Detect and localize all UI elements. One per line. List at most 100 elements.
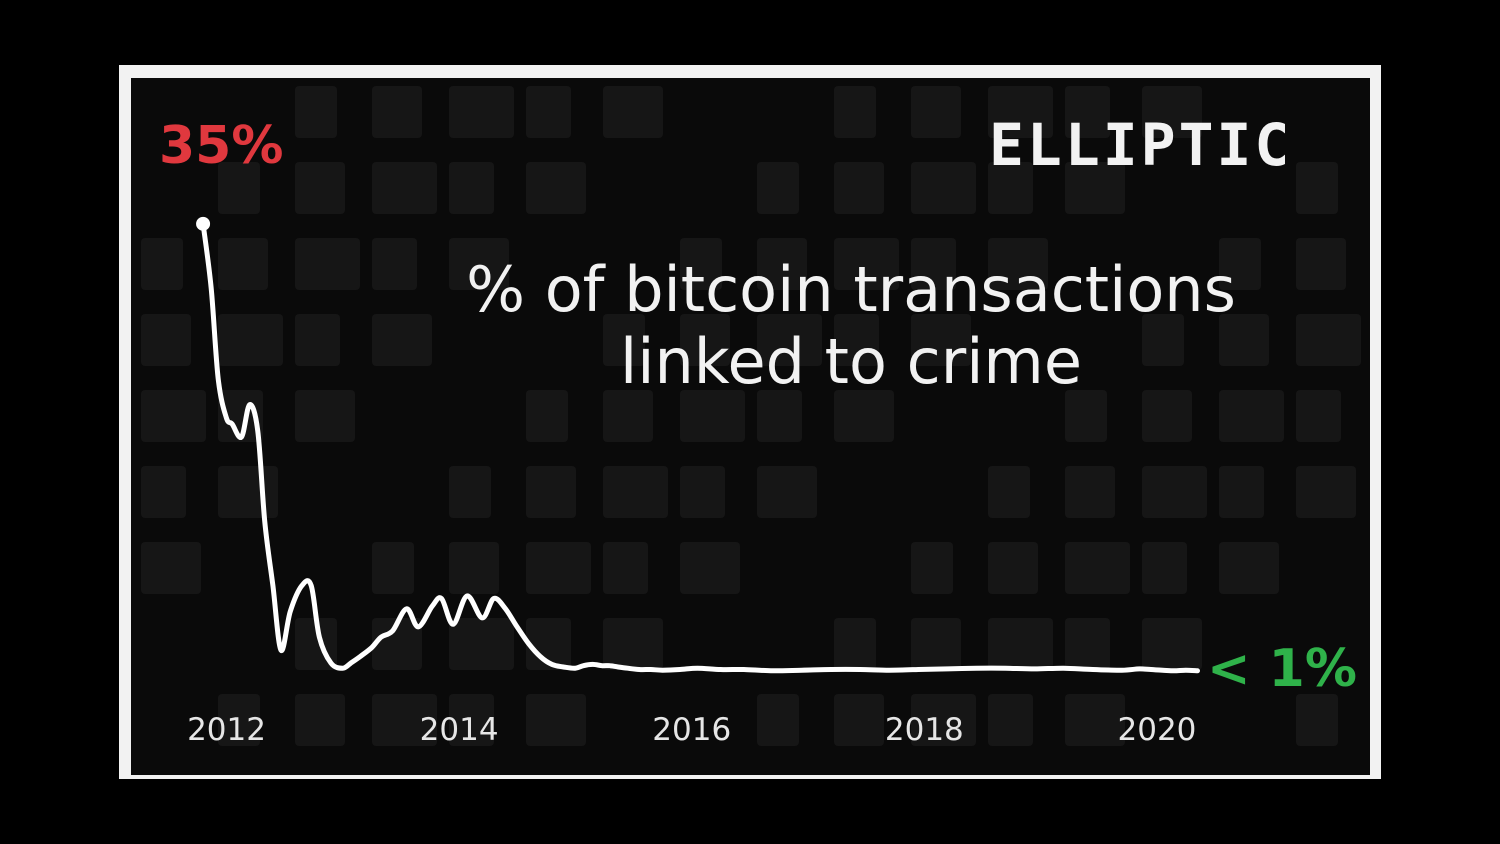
texture-block bbox=[603, 86, 663, 138]
texture-block bbox=[1142, 390, 1192, 442]
texture-block bbox=[1142, 466, 1207, 518]
texture-block bbox=[449, 238, 509, 290]
texture-block bbox=[834, 314, 879, 366]
texture-block bbox=[218, 466, 278, 518]
texture-block bbox=[372, 238, 417, 290]
texture-block bbox=[834, 390, 894, 442]
texture-block bbox=[1142, 314, 1184, 366]
texture-block bbox=[1296, 314, 1361, 366]
texture-block bbox=[295, 390, 355, 442]
series-line bbox=[200, 221, 1200, 674]
texture-block bbox=[295, 694, 345, 746]
texture-block bbox=[757, 238, 807, 290]
texture-block bbox=[449, 86, 514, 138]
texture-block bbox=[834, 238, 899, 290]
texture-block bbox=[1065, 618, 1110, 670]
texture-block bbox=[911, 162, 976, 214]
texture-block bbox=[526, 466, 576, 518]
texture-block bbox=[757, 694, 799, 746]
texture-block bbox=[1065, 466, 1115, 518]
texture-block bbox=[141, 542, 201, 594]
texture-block bbox=[526, 162, 586, 214]
texture-block bbox=[526, 694, 586, 746]
texture-block bbox=[1296, 390, 1341, 442]
texture-block bbox=[1296, 238, 1346, 290]
texture-block bbox=[1219, 390, 1284, 442]
texture-block bbox=[911, 314, 971, 366]
x-tick-label: 2012 bbox=[187, 712, 266, 748]
texture-block bbox=[911, 618, 961, 670]
texture-block bbox=[526, 542, 591, 594]
start-point-marker bbox=[196, 216, 211, 231]
texture-block bbox=[834, 618, 876, 670]
texture-block bbox=[295, 162, 345, 214]
texture-block bbox=[911, 86, 961, 138]
texture-block bbox=[372, 86, 422, 138]
texture-block bbox=[603, 542, 648, 594]
texture-block bbox=[1065, 694, 1125, 746]
texture-block bbox=[449, 162, 494, 214]
crime-share-line-chart: ELLIPTIC % of bitcoin transactions linke… bbox=[141, 86, 1361, 748]
texture-block bbox=[680, 238, 722, 290]
texture-block bbox=[372, 314, 432, 366]
texture-block bbox=[449, 618, 514, 670]
texture-block bbox=[141, 466, 186, 518]
chart-title-line-1: % of bitcoin transactions bbox=[466, 253, 1236, 326]
texture-block bbox=[1296, 466, 1356, 518]
texture-block bbox=[757, 466, 817, 518]
chart-title-line-2: linked to crime bbox=[620, 325, 1082, 398]
texture-block bbox=[988, 238, 1048, 290]
texture-block bbox=[1142, 618, 1202, 670]
texture-block bbox=[141, 314, 191, 366]
texture-block bbox=[1065, 162, 1125, 214]
texture-block bbox=[911, 694, 976, 746]
texture-block bbox=[141, 238, 183, 290]
texture-block bbox=[988, 542, 1038, 594]
texture-block bbox=[1065, 542, 1130, 594]
texture-block bbox=[988, 162, 1033, 214]
texture-block bbox=[911, 542, 953, 594]
texture-block bbox=[1219, 238, 1261, 290]
texture-block bbox=[141, 390, 206, 442]
texture-block bbox=[680, 466, 725, 518]
texture-block bbox=[757, 314, 822, 366]
texture-block bbox=[295, 238, 360, 290]
x-tick-label: 2020 bbox=[1118, 712, 1197, 748]
texture-block bbox=[988, 466, 1030, 518]
texture-block bbox=[757, 162, 799, 214]
texture-block bbox=[372, 542, 414, 594]
texture-block bbox=[988, 694, 1033, 746]
texture-block bbox=[680, 314, 730, 366]
x-tick-label: 2018 bbox=[885, 712, 964, 748]
texture-block bbox=[295, 314, 340, 366]
texture-block bbox=[603, 466, 668, 518]
texture-block bbox=[218, 694, 260, 746]
texture-block bbox=[757, 390, 802, 442]
texture-block bbox=[603, 314, 645, 366]
chart-panel: ELLIPTIC % of bitcoin transactions linke… bbox=[131, 78, 1370, 775]
texture-block bbox=[218, 238, 268, 290]
texture-block bbox=[449, 542, 499, 594]
texture-block bbox=[834, 162, 884, 214]
start-value-label: 35% bbox=[159, 116, 283, 176]
texture-block bbox=[834, 694, 884, 746]
texture-block bbox=[1142, 542, 1187, 594]
texture-block bbox=[680, 390, 745, 442]
texture-block bbox=[988, 618, 1053, 670]
texture-block bbox=[526, 390, 568, 442]
texture-block bbox=[449, 694, 494, 746]
texture-block bbox=[1065, 390, 1107, 442]
texture-block bbox=[372, 694, 437, 746]
x-axis-tick-labels: 2012 2014 2016 2018 2020 bbox=[187, 712, 1196, 748]
elliptic-logo: ELLIPTIC bbox=[989, 111, 1292, 179]
texture-block bbox=[988, 86, 1053, 138]
texture-block bbox=[372, 618, 422, 670]
texture-block bbox=[372, 162, 437, 214]
texture-block bbox=[1296, 694, 1338, 746]
texture-block bbox=[218, 162, 260, 214]
texture-block bbox=[911, 238, 956, 290]
texture-block bbox=[1219, 466, 1264, 518]
texture-block bbox=[603, 618, 663, 670]
texture-block bbox=[603, 390, 653, 442]
end-value-label: < 1% bbox=[1207, 639, 1357, 699]
